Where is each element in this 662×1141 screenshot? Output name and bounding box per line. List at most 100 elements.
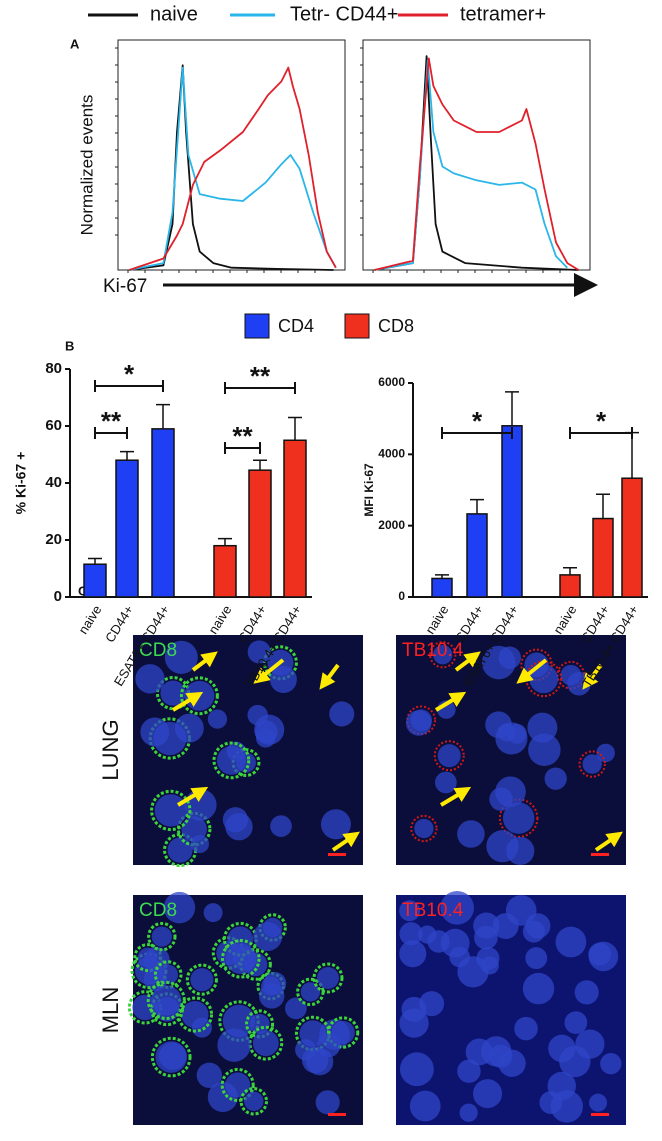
micrographs: CD8 TB10.4 CD8 TB10.4 <box>127 635 626 1125</box>
error-bar <box>88 557 102 565</box>
nucleus <box>574 980 599 1005</box>
nucleus <box>399 940 427 968</box>
scale-bar <box>328 1113 346 1116</box>
y-tick-label: 40 <box>45 474 62 491</box>
error-bar <box>563 567 577 575</box>
stain-label: CD8 <box>139 640 177 661</box>
nucleus <box>160 680 186 706</box>
y-tick-label: 0 <box>54 588 62 605</box>
nucleus <box>181 1000 209 1029</box>
stain-label: CD8 <box>139 900 177 921</box>
arrow <box>331 831 360 852</box>
nucleus <box>244 1091 264 1111</box>
significance-bracket <box>224 442 261 454</box>
y-tick-label: 4000 <box>378 447 405 461</box>
nucleus <box>300 982 321 1002</box>
nucleus <box>252 1030 279 1057</box>
nucleus <box>399 1052 434 1087</box>
cd8-ring <box>146 980 186 1020</box>
nucleus <box>492 913 519 940</box>
bar <box>466 513 488 598</box>
cd8-ring <box>239 1087 269 1116</box>
cd8-ring <box>150 1036 192 1078</box>
tetramer-ring <box>498 798 539 838</box>
cd8-ring <box>258 913 287 942</box>
bar <box>283 439 307 598</box>
row-label: MLN <box>98 987 123 1033</box>
scale-bar <box>591 1113 609 1116</box>
arrow <box>434 691 467 712</box>
nucleus <box>269 666 297 694</box>
legend-label: CD4 <box>278 316 314 336</box>
tetramer-ring <box>410 814 438 843</box>
histogram-line <box>129 66 337 271</box>
nucleus <box>399 922 423 946</box>
nucleus <box>196 1062 223 1088</box>
nucleus <box>473 1079 503 1109</box>
y-axis-label: % Ki-67 + <box>13 452 29 515</box>
arrow <box>594 831 623 852</box>
significance-label: * <box>124 359 135 389</box>
nucleus <box>167 837 193 863</box>
x-tick-label: naive <box>422 602 451 636</box>
significance-bracket <box>94 427 128 439</box>
nucleus <box>433 645 453 665</box>
nucleus <box>600 1052 622 1075</box>
significance-label: * <box>596 406 607 436</box>
error-bar <box>435 574 449 579</box>
panel-label: C <box>78 583 88 598</box>
nucleus <box>151 985 182 1016</box>
nucleus <box>427 930 450 953</box>
nucleus <box>522 920 545 943</box>
nucleus <box>247 640 271 664</box>
nucleus <box>154 794 187 827</box>
bar <box>115 459 139 598</box>
legend-label: Tetr- CD44+ <box>290 3 398 25</box>
bar <box>213 544 237 598</box>
nucleus <box>457 1059 481 1083</box>
tetramer-ring <box>433 740 465 772</box>
nucleus <box>270 815 292 837</box>
nucleus <box>320 809 351 840</box>
histogram-line <box>374 59 568 271</box>
y-tick-label: 0 <box>398 589 405 603</box>
nucleus <box>399 1008 429 1038</box>
histogram-line <box>374 57 580 271</box>
error-bar <box>505 391 519 426</box>
nucleus <box>495 722 528 755</box>
arrow <box>454 651 481 672</box>
nucleus <box>158 964 179 985</box>
legend-swatch <box>244 313 270 339</box>
y-tick-label: 60 <box>45 417 62 434</box>
arrow <box>439 786 472 807</box>
cd8-ring <box>248 1025 284 1061</box>
nucleus <box>506 836 535 866</box>
cd8-ring <box>185 963 218 996</box>
nucleus <box>249 1013 270 1034</box>
cd8-ring <box>212 741 251 780</box>
bar <box>559 574 581 598</box>
nucleus <box>164 640 198 674</box>
legend-label: CD8 <box>378 316 414 336</box>
nucleus <box>589 1093 608 1112</box>
nucleus <box>316 1033 341 1058</box>
cd8-ring <box>150 789 192 832</box>
nucleus <box>522 972 555 1005</box>
nucleus <box>405 710 432 736</box>
nucleus <box>399 900 421 922</box>
nucleus <box>225 812 253 841</box>
bar <box>151 428 175 598</box>
nucleus <box>465 1038 493 1066</box>
significance-bracket <box>441 427 513 439</box>
histogram-line <box>129 64 334 271</box>
nucleus <box>151 926 173 947</box>
nucleus <box>317 966 339 989</box>
nucleus <box>528 733 561 767</box>
nucleus <box>255 728 276 748</box>
cd8-ring <box>220 1067 255 1102</box>
y-tick-label: 6000 <box>378 375 405 389</box>
nucleus <box>459 1103 478 1122</box>
bar <box>592 517 614 598</box>
nucleus <box>544 767 567 790</box>
